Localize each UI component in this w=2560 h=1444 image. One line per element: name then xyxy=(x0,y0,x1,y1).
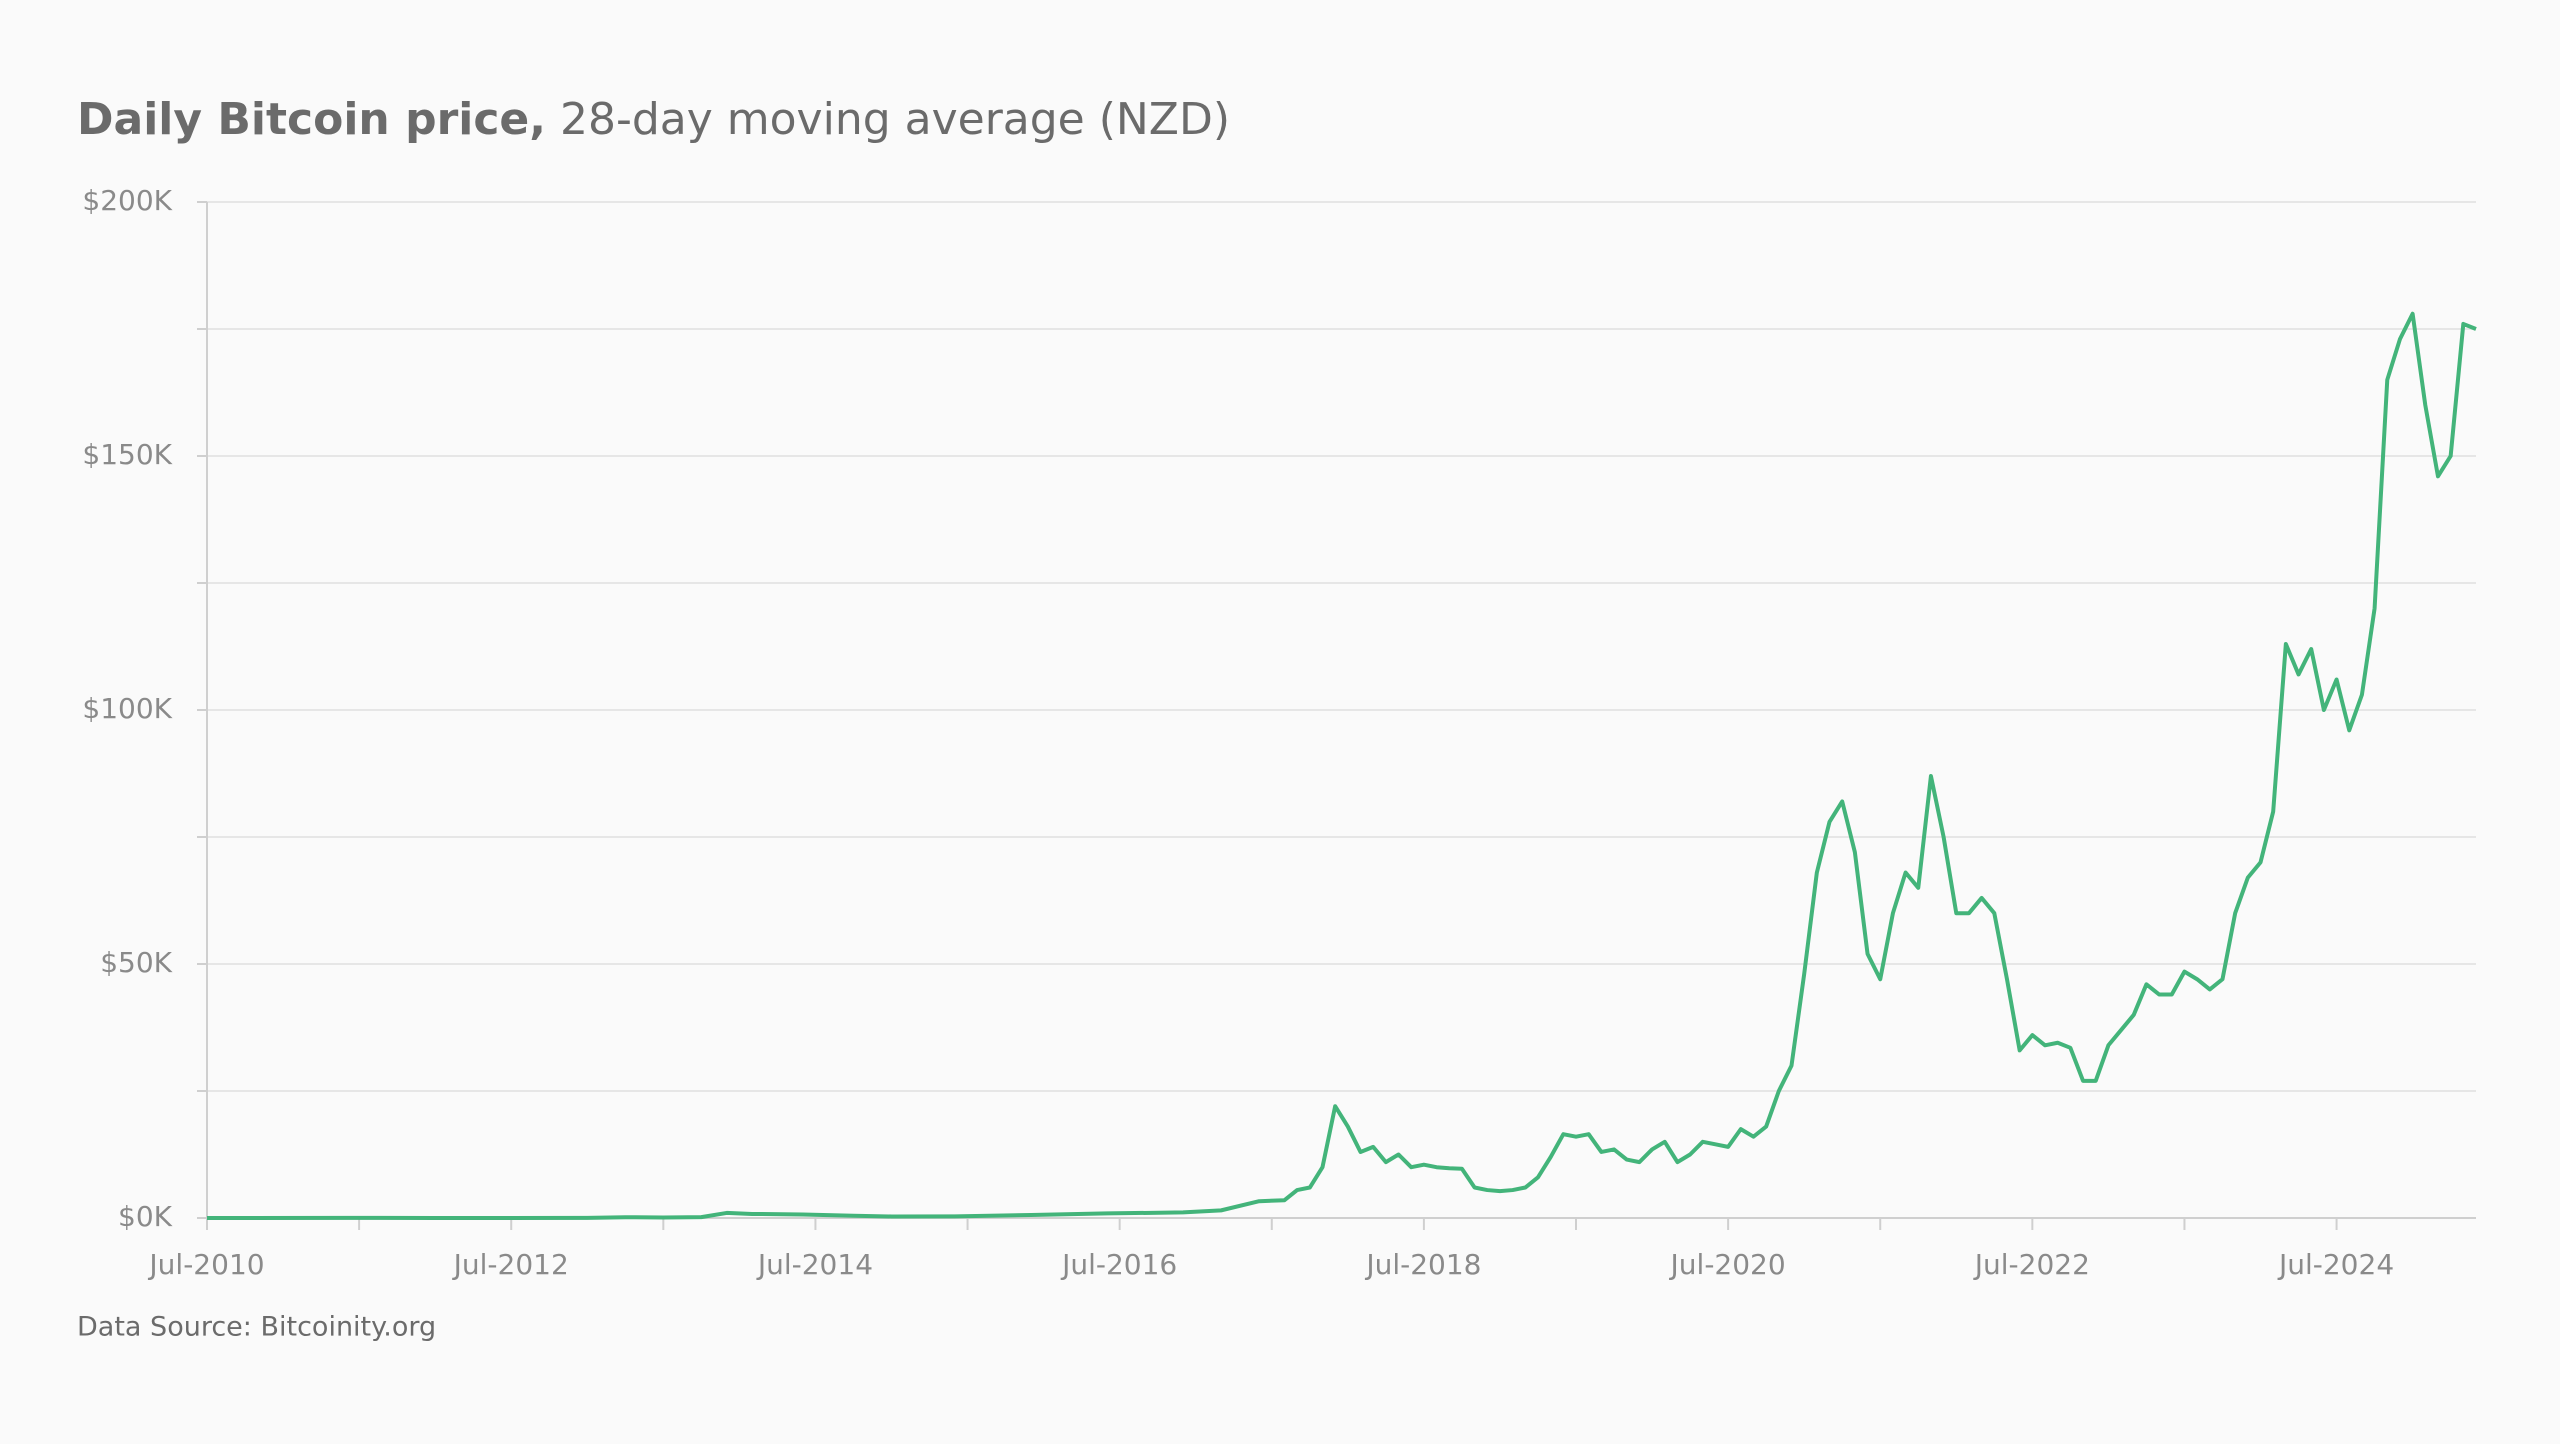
y-tick-label: $150K xyxy=(82,438,172,471)
y-tick-label: $200K xyxy=(82,184,172,217)
y-tick-label: $50K xyxy=(100,946,172,979)
x-tick-label: Jul-2022 xyxy=(1973,1248,2090,1281)
x-tick-label: Jul-2014 xyxy=(756,1248,873,1281)
title-bold: Daily Bitcoin price, xyxy=(77,94,546,145)
title-rest: 28-day moving average (NZD) xyxy=(560,94,1230,145)
x-tick-label: Jul-2016 xyxy=(1060,1248,1177,1281)
source-note: Data Source: Bitcoinity.org xyxy=(77,1312,436,1343)
y-tick-label: $100K xyxy=(82,692,172,725)
x-tick-label: Jul-2018 xyxy=(1364,1248,1481,1281)
x-tick-label: Jul-2010 xyxy=(147,1248,264,1281)
chart-title: Daily Bitcoin price, 28-day moving avera… xyxy=(77,94,1230,145)
x-tick-label: Jul-2020 xyxy=(1669,1248,1786,1281)
price-line xyxy=(206,311,2477,1220)
x-tick-label: Jul-2024 xyxy=(2277,1248,2394,1281)
y-tick-label: $0K xyxy=(118,1200,173,1233)
x-tick-label: Jul-2012 xyxy=(452,1248,569,1281)
